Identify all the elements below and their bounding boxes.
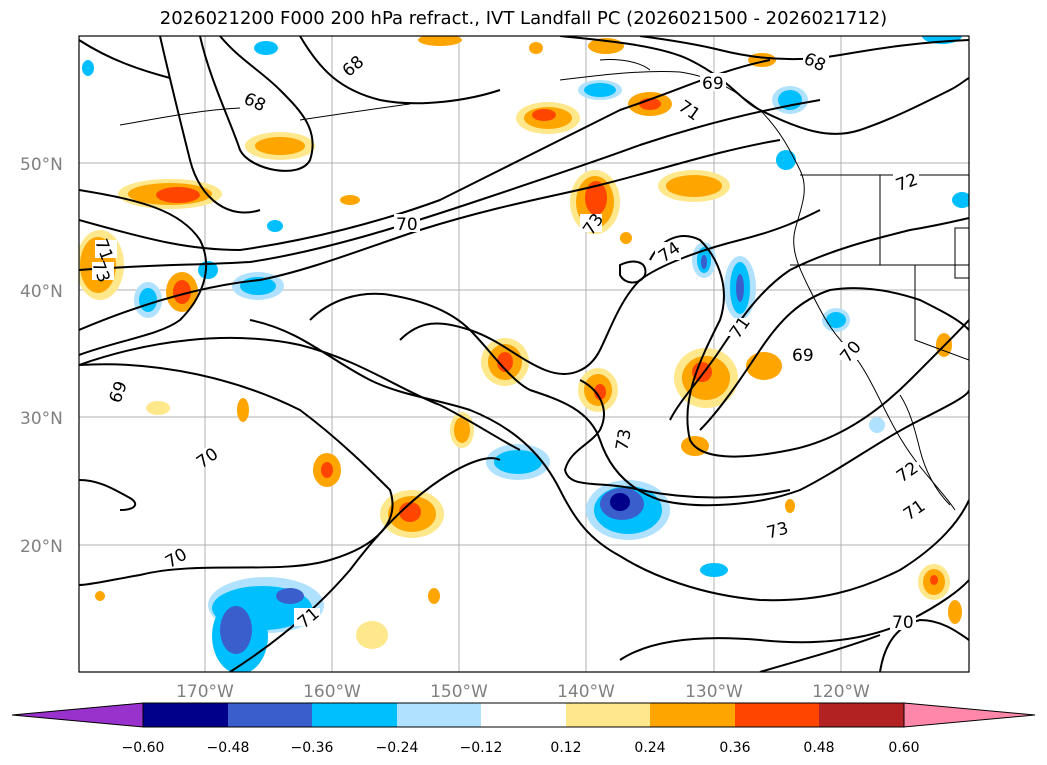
contour-labels: 68 68 68 69 70 71 72 73 74 71 73 69 70 6… bbox=[87, 49, 929, 633]
contour-label: 70 bbox=[396, 215, 418, 235]
colorbar-segment bbox=[650, 703, 735, 727]
contour-label: 70 bbox=[892, 613, 914, 633]
colorbar-segment bbox=[143, 703, 228, 727]
colorbar-segment bbox=[228, 703, 312, 727]
contour-label: 69 bbox=[792, 346, 814, 366]
colorbar-tick: −0.24 bbox=[376, 740, 419, 756]
colorbar-tick: 0.12 bbox=[550, 740, 581, 756]
contour-label: 69 bbox=[702, 74, 724, 94]
colorbar-extend-max bbox=[903, 702, 1036, 728]
lon-label: 150°W bbox=[430, 682, 488, 702]
colorbar-tick: −0.48 bbox=[207, 740, 250, 756]
lat-label: 40°N bbox=[20, 282, 63, 302]
colorbar-segment bbox=[735, 703, 819, 727]
colorbar-segment bbox=[312, 703, 397, 727]
colorbar-tick: 0.24 bbox=[634, 740, 665, 756]
colorbar: −0.60 −0.48 −0.36 −0.24 −0.12 0.12 0.24 … bbox=[11, 702, 1036, 756]
lon-label: 140°W bbox=[557, 682, 615, 702]
colorbar-tick: −0.36 bbox=[291, 740, 334, 756]
colorbar-tick: −0.60 bbox=[122, 740, 165, 756]
lon-label: 160°W bbox=[303, 682, 361, 702]
colorbar-tick: 0.60 bbox=[888, 740, 919, 756]
colorbar-tick: −0.12 bbox=[460, 740, 503, 756]
lon-label: 170°W bbox=[176, 682, 234, 702]
colorbar-segment bbox=[397, 703, 481, 727]
plot-title: 2026021200 F000 200 hPa refract., IVT La… bbox=[159, 8, 888, 29]
lat-label: 20°N bbox=[20, 537, 63, 557]
colorbar-extend-min bbox=[11, 702, 144, 728]
map-border bbox=[78, 35, 970, 673]
contour-label: 73 bbox=[612, 427, 635, 452]
lon-label: 120°W bbox=[812, 682, 870, 702]
colorbar-segment bbox=[481, 703, 566, 727]
contour-lines bbox=[79, 36, 969, 672]
lat-labels: 50°N 40°N 30°N 20°N bbox=[20, 155, 63, 557]
colorbar-tick: 0.36 bbox=[719, 740, 750, 756]
colorbar-segment bbox=[566, 703, 650, 727]
colorbar-tick: 0.48 bbox=[803, 740, 834, 756]
lat-label: 50°N bbox=[20, 155, 63, 175]
lat-label: 30°N bbox=[20, 409, 63, 429]
colorbar-segment bbox=[819, 703, 904, 727]
lon-label: 130°W bbox=[685, 682, 743, 702]
lon-labels: 170°W 160°W 150°W 140°W 130°W 120°W bbox=[176, 682, 870, 702]
negative-shading bbox=[82, 36, 969, 672]
